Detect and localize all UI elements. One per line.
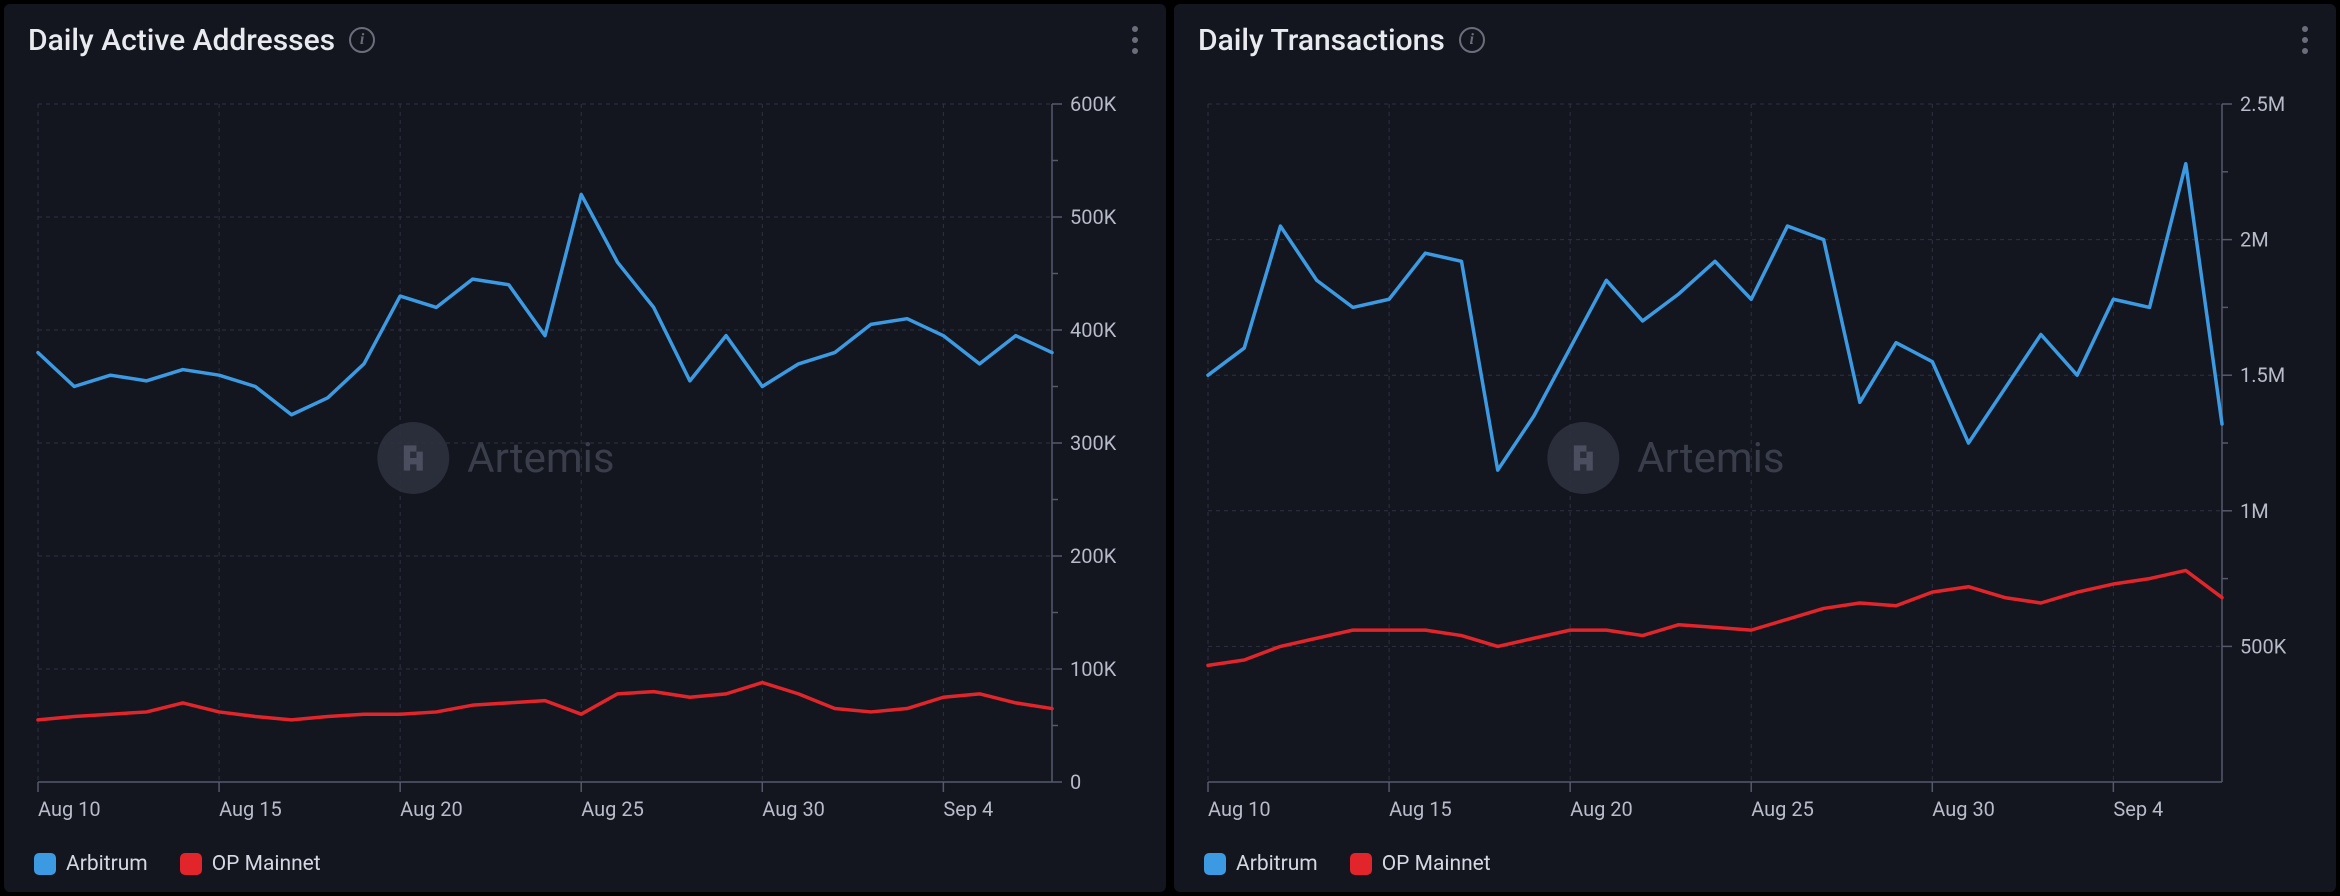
svg-text:Aug 20: Aug 20 xyxy=(400,797,463,821)
legend-swatch xyxy=(1204,853,1226,875)
chart-svg: 0 100K 200K 300K 400K 500K 600K Aug 10 Aug 15 Aug… xyxy=(28,72,1142,844)
legend-label: OP Mainnet xyxy=(212,852,321,876)
svg-text:500K: 500K xyxy=(1070,205,1117,229)
svg-text:Aug 15: Aug 15 xyxy=(219,797,282,821)
legend-item-arbitrum[interactable]: Arbitrum xyxy=(34,852,148,876)
panel-daily-transactions: Daily Transactions i Artemis 500K1M1.5M2… xyxy=(1174,4,2336,892)
title-wrap: Daily Active Addresses i xyxy=(28,23,375,58)
svg-text:0: 0 xyxy=(1070,770,1081,794)
legend-swatch xyxy=(1350,853,1372,875)
chart-svg: 500K 1M 1.5M 2M 2.5M Aug 10 Aug 15 Aug 20 Aug 25… xyxy=(1198,72,2312,844)
legend-label: Arbitrum xyxy=(66,852,148,876)
svg-text:1.5M: 1.5M xyxy=(2240,363,2285,387)
panel-header: Daily Active Addresses i xyxy=(28,22,1142,58)
chart-area: Artemis 0100K200K300K400K500K600KAug 10A… xyxy=(28,72,1142,844)
svg-text:Aug 20: Aug 20 xyxy=(1570,797,1633,821)
panel-title: Daily Transactions xyxy=(1198,23,1445,58)
panel-title: Daily Active Addresses xyxy=(28,23,335,58)
svg-text:Sep 4: Sep 4 xyxy=(2113,797,2163,821)
svg-text:Aug 10: Aug 10 xyxy=(1208,797,1271,821)
legend-item-arbitrum[interactable]: Arbitrum xyxy=(1204,852,1318,876)
legend-label: OP Mainnet xyxy=(1382,852,1491,876)
svg-text:300K: 300K xyxy=(1070,431,1117,455)
info-icon[interactable]: i xyxy=(1459,27,1485,53)
svg-text:Aug 30: Aug 30 xyxy=(762,797,825,821)
svg-text:Aug 25: Aug 25 xyxy=(581,797,644,821)
panel-header: Daily Transactions i xyxy=(1198,22,2312,58)
kebab-menu-icon[interactable] xyxy=(1128,22,1142,58)
svg-text:1M: 1M xyxy=(2240,499,2269,523)
legend: Arbitrum OP Mainnet xyxy=(28,852,1142,876)
svg-text:600K: 600K xyxy=(1070,92,1117,116)
legend-label: Arbitrum xyxy=(1236,852,1318,876)
chart-area: Artemis 500K1M1.5M2M2.5MAug 10Aug 15Aug … xyxy=(1198,72,2312,844)
kebab-menu-icon[interactable] xyxy=(2298,22,2312,58)
svg-text:2.5M: 2.5M xyxy=(2240,92,2285,116)
svg-text:400K: 400K xyxy=(1070,318,1117,342)
svg-text:Aug 15: Aug 15 xyxy=(1389,797,1452,821)
svg-text:500K: 500K xyxy=(2240,634,2287,658)
legend-item-op-mainnet[interactable]: OP Mainnet xyxy=(180,852,321,876)
legend: Arbitrum OP Mainnet xyxy=(1198,852,2312,876)
legend-swatch xyxy=(180,853,202,875)
svg-text:2M: 2M xyxy=(2240,228,2269,252)
panel-daily-active-addresses: Daily Active Addresses i Artemis 0100K20… xyxy=(4,4,1166,892)
legend-item-op-mainnet[interactable]: OP Mainnet xyxy=(1350,852,1491,876)
svg-text:100K: 100K xyxy=(1070,657,1117,681)
svg-text:Sep 4: Sep 4 xyxy=(943,797,993,821)
legend-swatch xyxy=(34,853,56,875)
svg-text:Aug 30: Aug 30 xyxy=(1932,797,1995,821)
svg-text:200K: 200K xyxy=(1070,544,1117,568)
svg-text:Aug 10: Aug 10 xyxy=(38,797,101,821)
svg-text:Aug 25: Aug 25 xyxy=(1751,797,1814,821)
title-wrap: Daily Transactions i xyxy=(1198,23,1485,58)
info-icon[interactable]: i xyxy=(349,27,375,53)
